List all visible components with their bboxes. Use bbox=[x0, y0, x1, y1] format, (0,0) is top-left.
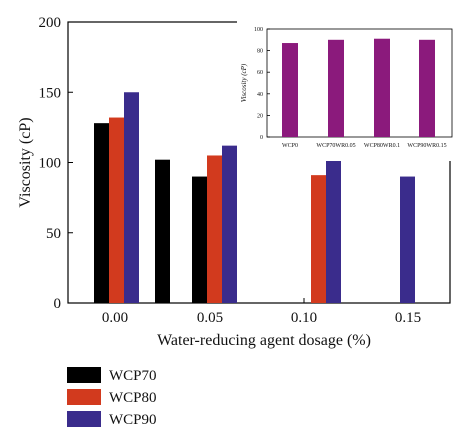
inset-y-tick-label: 80 bbox=[257, 49, 263, 55]
main-y-tick-label: 0 bbox=[54, 296, 62, 312]
inset-chart: 0 20 40 60 80 100 WCP0 WCP70WR0.05 WCP80WR0.1 WCP… bbox=[237, 21, 458, 161]
bar-wcp70-extra bbox=[155, 159, 170, 303]
main-x-tick-label: 0.15 bbox=[395, 310, 421, 326]
main-x-tick-label: 0.00 bbox=[102, 310, 128, 326]
bar-wcp90-0.00 bbox=[124, 92, 139, 303]
inset-x-tick-label: WCP70WR0.05 bbox=[316, 143, 355, 149]
main-y-tick-label: 100 bbox=[39, 156, 62, 172]
inset-y-tick-label: 100 bbox=[254, 27, 263, 33]
main-x-axis-label: Water-reducing agent dosage (%) bbox=[157, 332, 371, 349]
inset-plot-frame bbox=[266, 28, 453, 138]
legend-swatch-wcp80 bbox=[67, 389, 101, 405]
legend: WCP70 WCP80 WCP90 bbox=[67, 367, 157, 428]
bar-wcp90-0.15 bbox=[400, 176, 415, 303]
legend-label-wcp80: WCP80 bbox=[109, 390, 157, 406]
bar-wcp80-0.05 bbox=[207, 155, 222, 303]
main-x-tick-label: 0.10 bbox=[291, 310, 317, 326]
legend-swatch-wcp90 bbox=[67, 411, 101, 427]
inset-y-tick-label: 0 bbox=[260, 135, 263, 141]
inset-y-tick-label: 20 bbox=[257, 113, 263, 119]
main-y-axis-label: Viscosity (cP) bbox=[17, 117, 34, 207]
inset-bar-wcp70wr0.05 bbox=[328, 39, 344, 137]
inset-x-tick-label: WCP0 bbox=[282, 143, 298, 149]
bar-wcp90-0.10 bbox=[326, 155, 341, 303]
inset-x-tick-label: WCP80WR0.1 bbox=[364, 143, 400, 149]
bar-wcp70-0.05 bbox=[192, 176, 207, 303]
bar-wcp80-0.00 bbox=[109, 117, 124, 303]
main-x-tick-label: 0.05 bbox=[197, 310, 223, 326]
inset-y-tick-label: 60 bbox=[257, 70, 263, 76]
main-y-tick-label: 200 bbox=[39, 15, 62, 31]
inset-x-tick-label: WCP90WR0.15 bbox=[407, 143, 446, 149]
main-y-tick-label: 150 bbox=[39, 85, 62, 101]
main-y-tick-label: 50 bbox=[46, 226, 61, 242]
bar-wcp80-0.10 bbox=[311, 175, 326, 303]
inset-y-axis-label: Viscosity (cP) bbox=[240, 63, 248, 102]
inset-bar-wcp90wr0.15 bbox=[419, 39, 435, 137]
inset-bar-wcp0 bbox=[282, 43, 298, 137]
inset-bar-wcp80wr0.1 bbox=[374, 38, 390, 137]
bar-wcp70-0.00 bbox=[94, 123, 109, 303]
legend-label-wcp70: WCP70 bbox=[109, 368, 157, 384]
legend-label-wcp90: WCP90 bbox=[109, 412, 157, 428]
inset-y-tick-label: 40 bbox=[257, 92, 263, 98]
legend-swatch-wcp70 bbox=[67, 367, 101, 383]
bar-wcp90-0.05 bbox=[222, 145, 237, 303]
